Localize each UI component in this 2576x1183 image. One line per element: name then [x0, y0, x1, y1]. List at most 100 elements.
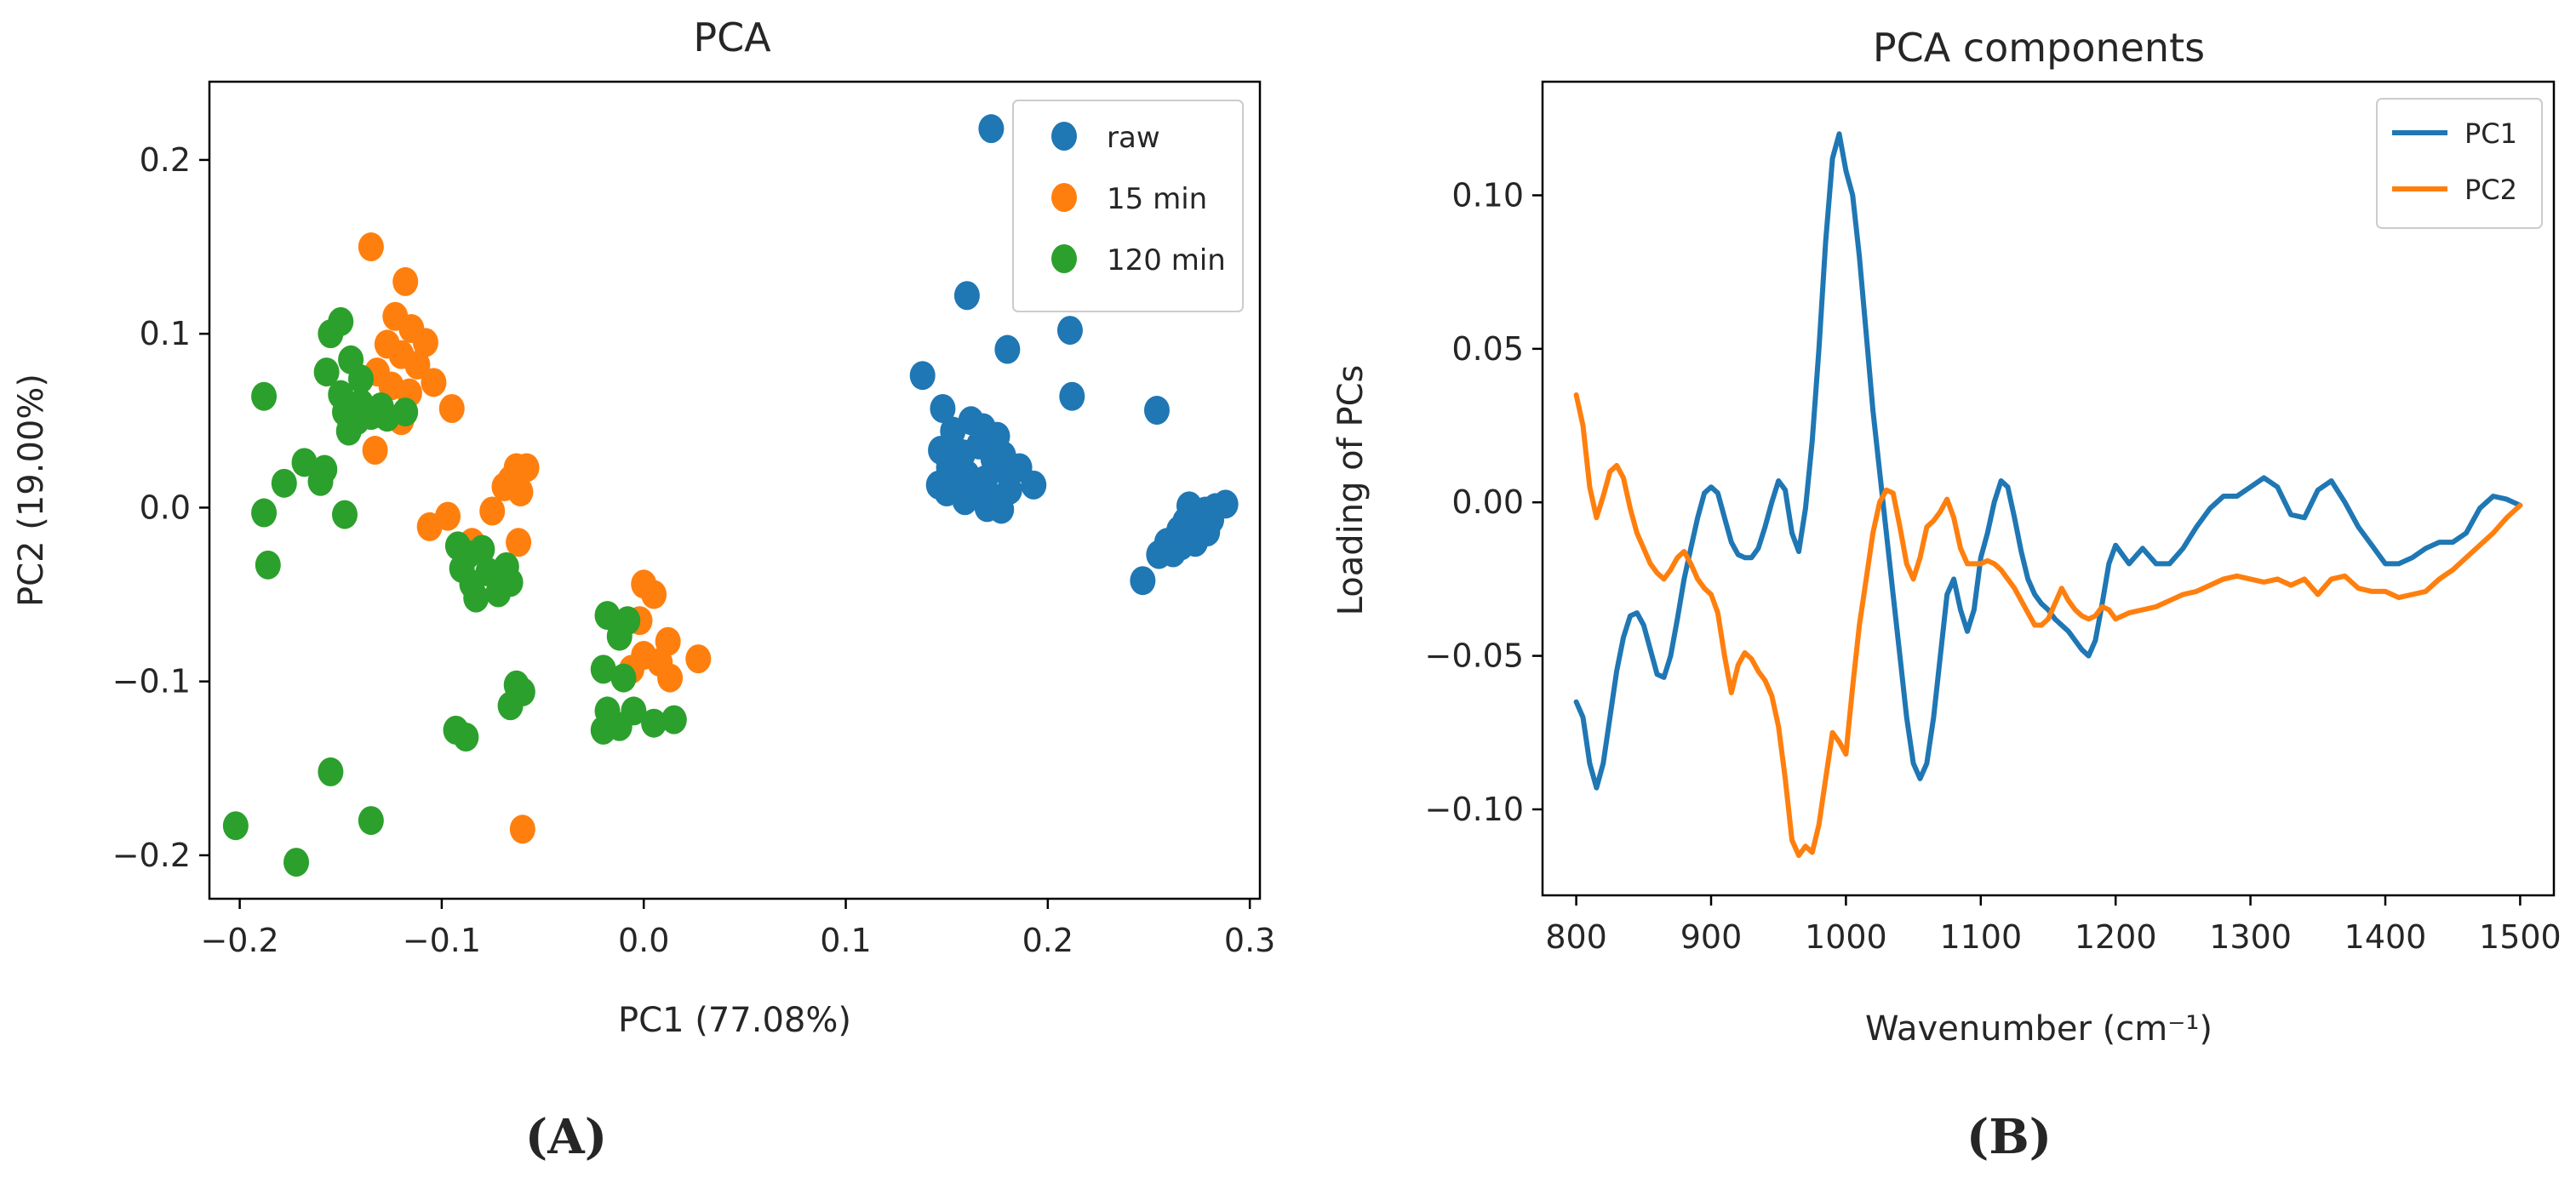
data-point-120-min [606, 621, 633, 651]
x-axis-label: Wavenumber (cm⁻¹) [1865, 1009, 2212, 1049]
data-point-raw [1146, 540, 1172, 569]
data-point-120-min [291, 448, 318, 477]
data-point-120-min [283, 848, 310, 877]
series-lines [1573, 131, 2523, 859]
x-tick-label: 1000 [1805, 918, 1887, 956]
x-tick-label: 0.3 [1224, 922, 1275, 959]
chart-title: PCA components [1873, 25, 2205, 71]
data-point-raw [988, 494, 1015, 524]
data-point-15-min [491, 471, 518, 501]
scatter-points [222, 114, 1239, 877]
data-point-raw [1130, 566, 1156, 596]
y-tick-label: 0.10 [1451, 176, 1524, 214]
data-point-15-min [509, 814, 535, 844]
data-point-120-min [251, 498, 278, 528]
data-point-raw [1059, 381, 1085, 411]
y-tick-label: 0.2 [140, 141, 191, 179]
y-tick-label: −0.1 [112, 663, 191, 700]
x-tick-label: −0.2 [200, 922, 278, 959]
data-point-120-min [590, 654, 616, 684]
data-point-15-min [438, 394, 465, 423]
data-point-15-min [685, 644, 712, 674]
data-point-raw [934, 477, 960, 507]
data-point-120-min [271, 468, 297, 498]
axis-ticks: −0.2 −0.1 0.0 0.1 0.2 0.3 −0.2 −0.1 0.0 0.1 0.2 [112, 141, 1276, 959]
data-point-raw [994, 334, 1021, 364]
x-tick-label: 800 [1545, 918, 1607, 956]
x-tick-label: −0.1 [403, 922, 481, 959]
data-point-raw [990, 441, 1016, 471]
x-tick-label: 1400 [2344, 918, 2427, 956]
legend: PC1 PC2 [2376, 98, 2543, 229]
data-point-15-min [358, 232, 384, 262]
data-point-120-min [469, 534, 495, 564]
data-point-120-min [251, 381, 278, 411]
data-point-120-min [318, 319, 344, 349]
y-tick-label: 0.0 [140, 489, 191, 526]
panel-b: PCA components 800 900 1000 1100 1200 1300 140… [1331, 25, 2562, 1165]
data-point-120-min [313, 357, 340, 387]
data-point-120-min [509, 677, 535, 706]
legend-marker [1051, 183, 1077, 212]
series-line-PC2 [1573, 392, 2523, 859]
x-tick-label: 0.1 [820, 922, 871, 959]
data-point-120-min [497, 568, 524, 597]
data-point-raw [1176, 491, 1202, 521]
data-point-15-min [641, 580, 667, 609]
x-tick-label: 0.2 [1022, 922, 1073, 959]
data-point-120-min [610, 663, 637, 693]
data-point-raw [1143, 396, 1170, 426]
data-point-120-min [222, 811, 249, 841]
y-tick-label: 0.00 [1451, 483, 1524, 521]
x-tick-label: 1500 [2479, 918, 2562, 956]
data-point-120-min [453, 723, 479, 752]
data-point-120-min [331, 500, 358, 529]
y-tick-label: −0.05 [1425, 637, 1524, 675]
data-point-120-min [661, 705, 687, 734]
data-point-15-min [392, 266, 419, 296]
data-point-120-min [594, 601, 621, 631]
legend-label: 120 min [1107, 243, 1226, 277]
data-point-15-min [506, 528, 532, 557]
data-point-raw [978, 114, 1005, 144]
y-axis-label: Loading of PCs [1331, 365, 1371, 616]
data-point-15-min [657, 663, 684, 693]
x-tick-label: 0.0 [618, 922, 669, 959]
data-point-120-min [463, 583, 489, 613]
legend-marker [1051, 244, 1077, 273]
data-point-120-min [641, 708, 667, 738]
y-tick-label: −0.10 [1425, 791, 1524, 828]
data-point-15-min [421, 368, 447, 397]
data-point-120-min [318, 757, 344, 786]
panel-label: (B) [1966, 1109, 2052, 1165]
data-point-120-min [358, 806, 384, 836]
data-point-15-min [479, 496, 506, 526]
x-tick-label: 1300 [2209, 918, 2292, 956]
data-point-raw [930, 394, 956, 423]
y-axis-label: PC2 (19.00%) [12, 374, 51, 607]
y-tick-label: 0.1 [140, 315, 191, 352]
data-point-15-min [435, 501, 461, 531]
chart-title: PCA [693, 14, 771, 60]
legend-label: 15 min [1107, 182, 1207, 216]
data-point-15-min [362, 436, 388, 466]
data-point-15-min [412, 328, 438, 357]
data-point-120-min [255, 550, 281, 580]
x-axis-label: PC1 (77.08%) [618, 1001, 851, 1040]
y-tick-label: −0.2 [112, 837, 191, 874]
data-point-120-min [347, 364, 374, 394]
panel-a: PCA −0.2 −0.1 0.0 0.1 0.2 0.3 −0.2 −0.1 0.0 0.1 0.… [12, 14, 1275, 1165]
data-point-120-min [606, 712, 633, 741]
legend: raw 15 min 120 min [1012, 100, 1244, 312]
x-tick-label: 1200 [2075, 918, 2157, 956]
axis-ticks: 800 900 1000 1100 1200 1300 1400 1500 −0.10 −0.05… [1425, 176, 2562, 956]
data-point-raw [909, 361, 936, 391]
data-point-raw [1056, 316, 1083, 346]
data-point-15-min [404, 350, 431, 380]
x-tick-label: 1100 [1939, 918, 2022, 956]
legend-marker [1051, 122, 1077, 151]
data-point-120-min [392, 397, 419, 427]
panel-label: (A) [525, 1109, 607, 1165]
x-tick-label: 900 [1680, 918, 1743, 956]
